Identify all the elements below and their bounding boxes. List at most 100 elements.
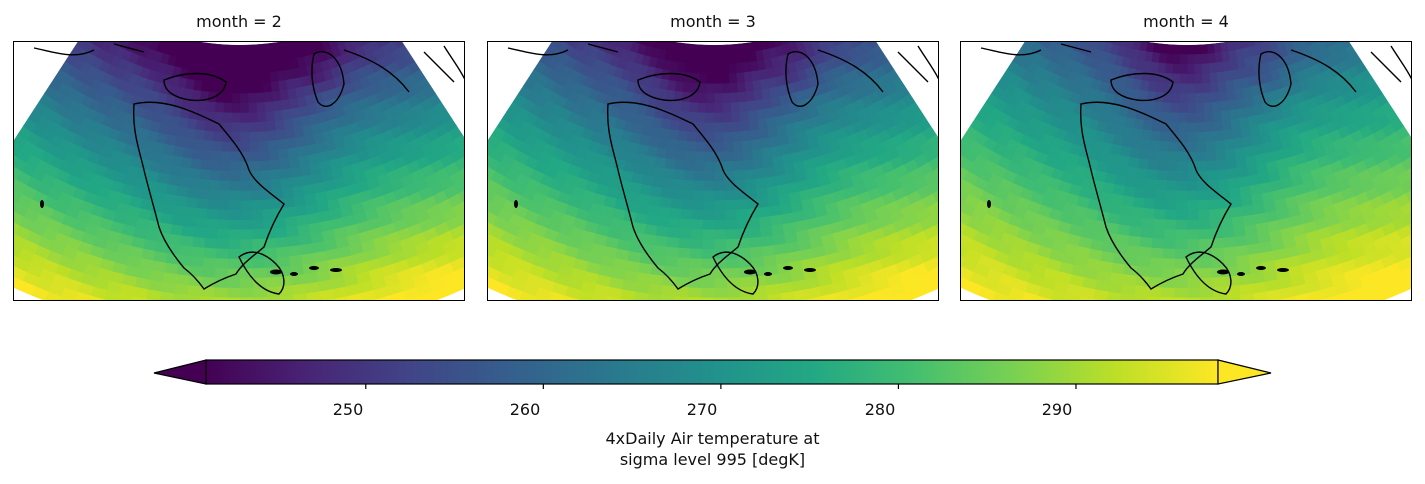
- grid-cell: [181, 147, 194, 159]
- grid-cell: [721, 102, 732, 114]
- grid-cell: [726, 43, 735, 55]
- grid-cell: [1195, 122, 1206, 133]
- grid-cell: [1122, 185, 1136, 198]
- grid-cell: [14, 164, 22, 181]
- grid-cell: [1237, 274, 1253, 286]
- grid-cell: [488, 257, 505, 273]
- grid-cell: [905, 286, 923, 300]
- grid-cell: [1126, 235, 1141, 248]
- grid-cell: [192, 227, 206, 239]
- grid-cell: [57, 296, 75, 300]
- grid-cell: [724, 209, 737, 221]
- grid-cell: [684, 62, 693, 74]
- grid-cell: [289, 166, 302, 179]
- grid-cell: [766, 126, 779, 139]
- grid-cell: [744, 178, 757, 191]
- grid-cell: [253, 63, 263, 75]
- grid-cell: [706, 54, 715, 65]
- grid-cell: [692, 53, 701, 65]
- grid-cell: [737, 91, 747, 103]
- grid-cell: [694, 141, 706, 153]
- grid-cell: [1152, 218, 1165, 230]
- grid-cell: [666, 138, 678, 151]
- grid-cell: [1186, 239, 1200, 250]
- temperature-map: [488, 42, 938, 300]
- island: [744, 269, 756, 275]
- grid-cell: [749, 246, 764, 259]
- grid-cell: [648, 195, 661, 208]
- grid-cell: [252, 277, 267, 289]
- grid-cell: [1365, 291, 1383, 300]
- grid-cell: [14, 251, 19, 267]
- grid-cell: [702, 209, 715, 221]
- grid-cell: [189, 256, 204, 268]
- grid-cell: [232, 64, 241, 75]
- grid-cell: [206, 101, 216, 113]
- grid-cell: [252, 43, 261, 55]
- grid-cell: [690, 228, 703, 240]
- grid-cell: [204, 228, 218, 240]
- grid-cell: [1127, 156, 1140, 169]
- grid-cell: [375, 295, 393, 300]
- grid-cell: [263, 91, 273, 103]
- grid-cell: [655, 147, 668, 159]
- grid-cell: [1213, 296, 1228, 300]
- map-axes: [13, 41, 465, 301]
- grid-cell: [1230, 206, 1244, 219]
- grid-cell: [661, 177, 674, 190]
- grid-cell: [488, 164, 496, 181]
- grid-cell: [295, 145, 308, 158]
- grid-cell: [263, 247, 278, 259]
- grid-cell: [1204, 131, 1215, 143]
- grid-cell: [758, 128, 770, 140]
- grid-cell: [247, 73, 256, 85]
- coastline: [606, 101, 759, 290]
- grid-cell: [255, 92, 265, 104]
- grid-cell: [175, 185, 189, 198]
- grid-cell: [961, 210, 971, 227]
- grid-cell: [216, 219, 230, 231]
- grid-cell: [1226, 167, 1239, 180]
- grid-cell: [700, 287, 715, 299]
- grid-cell: [1157, 150, 1169, 162]
- grid-cell: [1201, 82, 1212, 94]
- grid-cell: [219, 170, 231, 182]
- grid-cell: [231, 93, 241, 104]
- island: [270, 269, 282, 275]
- grid-cell: [273, 110, 284, 122]
- grid-cell: [683, 160, 695, 172]
- grid-cell: [686, 297, 702, 300]
- grid-cell: [735, 199, 748, 211]
- grid-cell: [735, 72, 745, 84]
- grid-cell: [706, 73, 715, 85]
- grid-cell: [1186, 54, 1195, 65]
- grid-cell: [659, 196, 672, 209]
- grid-cell: [280, 177, 293, 190]
- grid-cell: [388, 291, 406, 300]
- grid-cell: [211, 140, 223, 152]
- grid-cell: [1232, 225, 1246, 238]
- grid-cell: [203, 237, 217, 250]
- grid-cell: [738, 111, 749, 123]
- grid-cell: [676, 140, 687, 152]
- grid-cell: [1235, 254, 1250, 267]
- grid-cell: [1146, 296, 1161, 300]
- grid-cell: [722, 141, 734, 153]
- grid-cell: [274, 119, 285, 132]
- grid-cell: [261, 72, 271, 84]
- grid-cell: [1142, 198, 1156, 210]
- grid-cell: [647, 283, 663, 296]
- grid-cell: [740, 130, 751, 142]
- grid-cell: [286, 147, 299, 159]
- grid-cell: [488, 202, 503, 218]
- grid-cell: [671, 178, 684, 191]
- grid-cell: [679, 218, 692, 230]
- grid-cell: [1186, 297, 1201, 300]
- grid-cell: [745, 90, 755, 103]
- grid-cell: [1155, 81, 1165, 94]
- grid-cell: [1239, 126, 1252, 139]
- grid-cell: [270, 81, 280, 93]
- grid-cell: [1186, 73, 1195, 85]
- grid-cell: [961, 179, 974, 195]
- grid-cell: [199, 286, 215, 298]
